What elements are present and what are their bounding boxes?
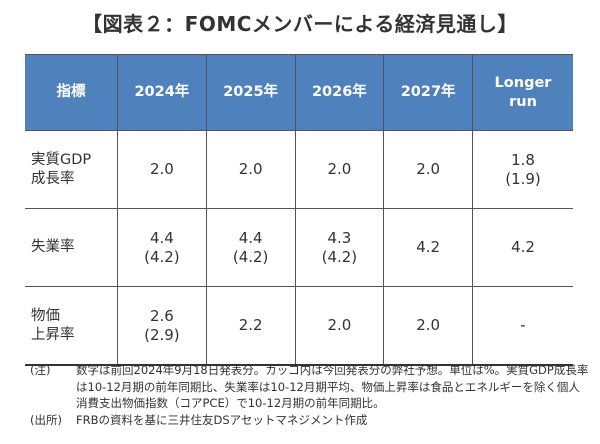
column-header: 2027年 (383, 54, 473, 131)
note-row: (注) 数字は前回2024年9月18日発表分。カッコ内は今回発表分の弊社予想。単… (30, 362, 590, 412)
note-label: (注) (30, 363, 51, 377)
source-label: (出所) (30, 412, 62, 427)
table-header-row: 指標 2024年 2025年 2026年 2027年 Longer run (25, 54, 573, 131)
row-label: 実質GDP 成長率 (25, 130, 118, 209)
table-cell: - (472, 286, 573, 366)
table-cell: 2.0 (294, 286, 385, 366)
table-row: 物価 上昇率 2.6 (2.9) 2.2 2.0 2.0- (25, 286, 573, 366)
table-cell: 2.0 (383, 286, 473, 366)
column-header: 2024年 (117, 54, 207, 131)
forecast-table: 指標 2024年 2025年 2026年 2027年 Longer run 実質GDP 成長率… (25, 54, 573, 366)
column-header: 指標 (25, 54, 118, 131)
table-cell: 1.8 (1.9) (472, 130, 573, 209)
table-cell: 4.4 (4.2) (205, 208, 296, 287)
page-title: 【図表２：FOMCメンバーによる経済見通し】 (82, 12, 518, 36)
source-text: FRBの資料を基に三井住友DSアセットマネジメント作成 (76, 412, 368, 427)
table-cell: 2.6 (2.9) (117, 286, 207, 366)
row-label: 失業率 (25, 208, 118, 287)
table-cell: 2.0 (383, 130, 473, 209)
column-header: 2026年 (294, 54, 385, 131)
table-cell: 4.3 (4.2) (294, 208, 385, 287)
source-row: (出所) FRBの資料を基に三井住友DSアセットマネジメント作成 (30, 412, 590, 429)
note-text: 数字は前回2024年9月18日発表分。カッコ内は今回発表分の弊社予想。単位は%。… (76, 363, 589, 410)
column-header: 2025年 (205, 54, 296, 131)
table-cell: 2.0 (294, 130, 385, 209)
row-label: 物価 上昇率 (25, 286, 118, 366)
column-header: Longer run (472, 54, 573, 131)
notes: (注) 数字は前回2024年9月18日発表分。カッコ内は今回発表分の弊社予想。単… (30, 362, 590, 428)
table-row: 実質GDP 成長率 2.0 2.0 2.0 2.0 1.8 (1.9) (25, 130, 573, 209)
table-cell: 4.2 (472, 208, 573, 287)
table-cell: 2.0 (205, 130, 296, 209)
table-cell: 2.2 (205, 286, 296, 366)
table-cell: 4.4 (4.2) (117, 208, 207, 287)
table-row: 失業率 4.4 (4.2) 4.4 (4.2) 4.3 (4.2) 4.2 4.2 (25, 208, 573, 287)
table-cell: 4.2 (383, 208, 473, 287)
table-cell: 2.0 (117, 130, 207, 209)
